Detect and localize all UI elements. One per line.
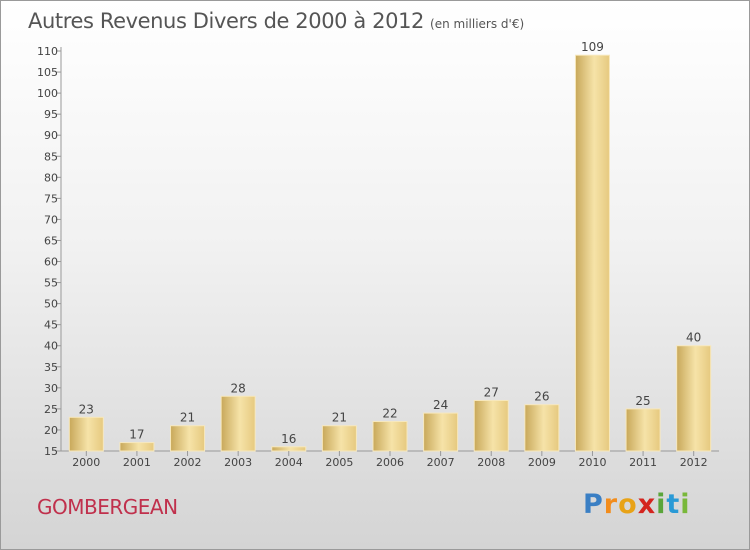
bar-value-label: 17: [129, 428, 144, 442]
bar-2011: [625, 408, 661, 452]
bar-2010: [574, 54, 610, 452]
logo-letter: i: [680, 489, 691, 520]
y-tick-label: 75: [44, 192, 58, 205]
y-axis-ticks: 15 20 25 30 35 40 45 50 55 60 65 70 75 80 85 90 95 100 105…: [37, 45, 61, 458]
proxiti-logo: Proxiti: [583, 489, 691, 520]
bar-2001: [119, 442, 155, 452]
x-tick-label: 2012: [680, 456, 708, 469]
y-tick-label: 80: [44, 171, 58, 184]
y-tick-label: 20: [44, 424, 58, 437]
x-tick-label: 2007: [427, 456, 455, 469]
y-tick-label: 100: [37, 87, 58, 100]
y-tick-label: 30: [44, 382, 58, 395]
bar-value-label: 40: [686, 331, 701, 345]
bar-value-label: 23: [79, 402, 94, 416]
bar-2007: [423, 412, 459, 452]
bar-value-label: 22: [382, 407, 397, 421]
bar-2002: [170, 425, 206, 452]
y-tick-label: 55: [44, 277, 58, 290]
x-tick-label: 2001: [123, 456, 151, 469]
bar-value-label: 21: [180, 411, 195, 425]
bar-value-label: 16: [281, 432, 296, 446]
y-tick-label: 15: [44, 445, 58, 458]
x-tick-label: 2011: [629, 456, 657, 469]
logo-letter: i: [656, 489, 667, 520]
x-tick-label: 2003: [224, 456, 252, 469]
x-tick-label: 2002: [174, 456, 202, 469]
y-tick-label: 40: [44, 340, 58, 353]
y-tick-label: 95: [44, 108, 58, 121]
y-tick-label: 70: [44, 213, 58, 226]
y-tick-label: 50: [44, 298, 58, 311]
y-tick-label: 90: [44, 129, 58, 142]
bar-2004: [271, 446, 307, 452]
y-tick-label: 35: [44, 361, 58, 374]
bar-2003: [220, 395, 256, 452]
logo-letter: x: [637, 489, 657, 520]
bar-2009: [524, 404, 560, 452]
x-tick-label: 2000: [72, 456, 100, 469]
bar-value-label: 28: [231, 381, 246, 395]
y-tick-label: 25: [44, 403, 58, 416]
x-tick-label: 2009: [528, 456, 556, 469]
logo-letter: o: [618, 489, 638, 520]
bar-2008: [473, 399, 509, 452]
bar-2012: [676, 345, 712, 452]
bar-2006: [372, 421, 408, 452]
y-tick-label: 60: [44, 256, 58, 269]
y-tick-label: 105: [37, 66, 58, 79]
bar-value-label: 24: [433, 398, 448, 412]
title-unit: (en milliers d'€): [430, 17, 525, 31]
x-tick-label: 2006: [376, 456, 404, 469]
x-tick-label: 2008: [477, 456, 505, 469]
location-name: GOMBERGEAN: [37, 495, 178, 519]
bar-value-label: 26: [534, 390, 549, 404]
bar-value-label: 25: [635, 394, 650, 408]
logo-letter: r: [603, 489, 619, 520]
bars: 23 17 21 28 16 21 22 24 27 26 109 25 40: [68, 40, 712, 452]
bar-2000: [68, 416, 104, 452]
bar-value-label: 21: [332, 411, 347, 425]
title-text: Autres Revenus Divers de 2000 à 2012: [28, 9, 425, 33]
bar-2005: [321, 425, 357, 452]
y-tick-label: 65: [44, 234, 58, 247]
axes: [60, 47, 719, 452]
logo-letter: t: [666, 489, 681, 520]
x-tick-label: 2010: [578, 456, 606, 469]
x-tick-label: 2005: [325, 456, 353, 469]
bar-value-label: 109: [581, 40, 604, 54]
logo-letter: P: [583, 489, 604, 520]
bar-value-label: 27: [484, 385, 499, 399]
chart-title: Autres Revenus Divers de 2000 à 2012 (en …: [28, 9, 524, 33]
y-tick-label: 85: [44, 150, 58, 163]
y-tick-label: 110: [37, 45, 58, 58]
x-axis-labels: 2000 2001 2002 2003 2004 2005 2006 2007 2008 2009…: [72, 451, 708, 469]
x-tick-label: 2004: [275, 456, 303, 469]
y-tick-label: 45: [44, 319, 58, 332]
